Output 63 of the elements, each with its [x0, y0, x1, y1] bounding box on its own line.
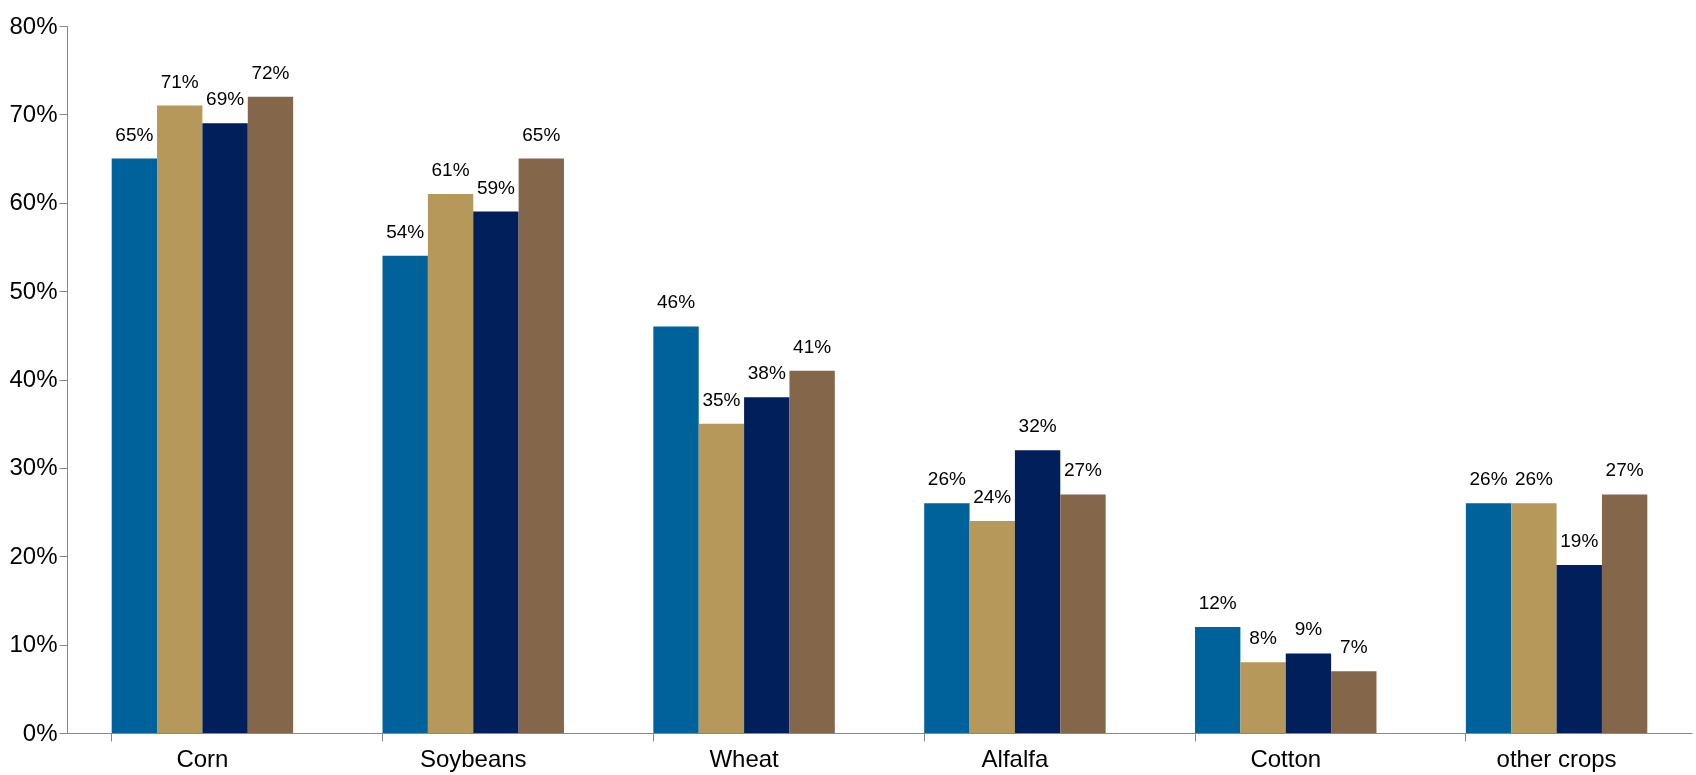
data-label: 65% [115, 123, 154, 145]
bar [518, 158, 564, 733]
bar [111, 158, 158, 733]
data-label: 72% [251, 61, 290, 83]
data-label: 26% [1514, 468, 1554, 490]
y-tick-label: 60% [9, 188, 58, 216]
bar [1465, 503, 1512, 733]
bar [924, 503, 970, 733]
bar [427, 193, 474, 733]
data-label: 65% [522, 123, 561, 145]
y-tick-label: 20% [9, 541, 58, 569]
data-label: 69% [206, 88, 245, 110]
bar [473, 211, 519, 733]
x-tick-label: Alfalfa [981, 744, 1049, 772]
bar [1014, 450, 1061, 733]
bar [157, 105, 203, 733]
data-label: 9% [1294, 618, 1323, 640]
data-label: 8% [1249, 627, 1277, 649]
bar [1285, 653, 1332, 733]
y-tick-label: 80% [9, 11, 58, 39]
bar [1511, 503, 1557, 733]
bar [1556, 565, 1602, 733]
data-label: 41% [793, 335, 832, 357]
x-tick-label: Soybeans [419, 744, 527, 772]
y-tick-label: 30% [9, 453, 58, 481]
bar [969, 520, 1015, 733]
y-tick-label: 10% [9, 630, 58, 658]
data-label: 35% [702, 388, 741, 410]
bar [698, 423, 745, 733]
bar [382, 255, 428, 733]
y-tick-label: 50% [9, 276, 58, 304]
data-label: 32% [1018, 415, 1057, 437]
x-tick-label: Wheat [709, 744, 780, 772]
bar [789, 370, 835, 733]
data-label: 26% [927, 468, 966, 490]
bar [247, 96, 294, 733]
x-tick-label: Cotton [1250, 744, 1322, 772]
data-label: 26% [1469, 468, 1508, 490]
data-label: 46% [657, 291, 696, 313]
bar [1601, 494, 1648, 733]
bar [653, 326, 699, 733]
data-label: 19% [1560, 530, 1599, 552]
data-label: 7% [1340, 636, 1368, 658]
y-tick-label: 70% [9, 99, 58, 127]
data-label: 27% [1063, 459, 1103, 481]
x-tick-label: Corn [176, 744, 229, 772]
data-label: 27% [1605, 459, 1644, 481]
bar [202, 123, 248, 733]
data-label: 61% [431, 158, 470, 180]
y-tick-label: 0% [22, 718, 58, 746]
data-label: 38% [747, 362, 786, 384]
data-label: 71% [160, 70, 199, 92]
bar [744, 397, 790, 733]
data-label: 59% [476, 176, 516, 198]
y-tick-label: 40% [9, 365, 58, 392]
data-label: 12% [1198, 591, 1237, 613]
bar [1240, 662, 1286, 733]
bar [1060, 494, 1106, 733]
data-label: 24% [973, 485, 1012, 507]
data-label: 54% [386, 220, 425, 242]
bar [1195, 626, 1241, 733]
x-tick-label: other crops [1496, 744, 1617, 772]
bar [1331, 671, 1377, 733]
